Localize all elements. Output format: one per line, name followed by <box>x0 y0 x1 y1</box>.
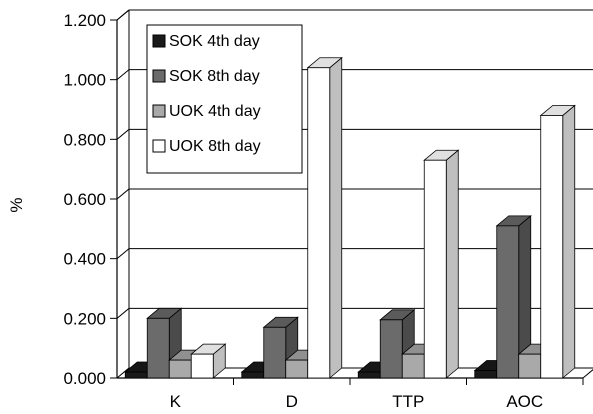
bar <box>263 326 287 379</box>
floor-right-edge <box>582 369 593 379</box>
bar <box>124 371 148 379</box>
gridline-depth <box>116 248 130 260</box>
x-tick-label: K <box>170 392 182 411</box>
bar <box>307 67 331 379</box>
bar <box>146 317 170 379</box>
legend-label: UOK 4th day <box>169 103 261 120</box>
labels-layer: % 0.000 0.200 0.400 0.600 0.800 1.000 1.200 K D T… <box>7 11 543 411</box>
y-tick-label: 0.400 <box>63 250 106 269</box>
legend-label: SOK 4th day <box>169 33 260 50</box>
bar <box>241 371 265 379</box>
x-tick-label: D <box>286 392 298 411</box>
gridline-depth <box>116 188 130 200</box>
x-tick-label: TTP <box>392 392 424 411</box>
bar-side <box>445 149 459 379</box>
legend-swatch <box>152 69 166 83</box>
y-tick-label: 0.800 <box>63 130 106 149</box>
y-tick-label: 0.200 <box>63 309 106 328</box>
legend-swatch <box>152 139 166 153</box>
bar <box>423 159 447 379</box>
legend-label: SOK 8th day <box>169 68 260 85</box>
legend: SOK 4th day SOK 8th day UOK 4th day UOK 8th… <box>146 24 303 174</box>
bar-side <box>562 104 576 379</box>
x-tick-label: AOC <box>506 392 543 411</box>
bar <box>401 353 425 379</box>
gridline-depth <box>116 307 130 319</box>
bar <box>168 359 192 379</box>
legend-label: UOK 8th day <box>169 138 261 155</box>
y-axis-label: % <box>7 197 26 212</box>
bar-side <box>329 56 343 379</box>
gridline-depth <box>116 69 130 81</box>
top-depth-edge <box>116 9 130 21</box>
bar <box>357 371 381 379</box>
legend-swatch <box>152 104 166 118</box>
bar <box>496 225 520 379</box>
y-tick-label: 1.200 <box>63 11 106 30</box>
bar <box>379 319 403 379</box>
gridline-depth <box>116 367 130 379</box>
legend-box <box>146 24 303 174</box>
y-tick-label: 0.000 <box>63 369 106 388</box>
gridline-depth <box>116 128 130 140</box>
y-tick-label: 0.600 <box>63 190 106 209</box>
bar <box>190 353 214 379</box>
legend-swatch <box>152 34 166 48</box>
bar <box>518 353 542 379</box>
y-tick-label: 1.000 <box>63 71 106 90</box>
bar <box>474 370 498 379</box>
bar <box>540 115 564 379</box>
bar <box>285 359 309 379</box>
bars-layer <box>124 56 576 379</box>
